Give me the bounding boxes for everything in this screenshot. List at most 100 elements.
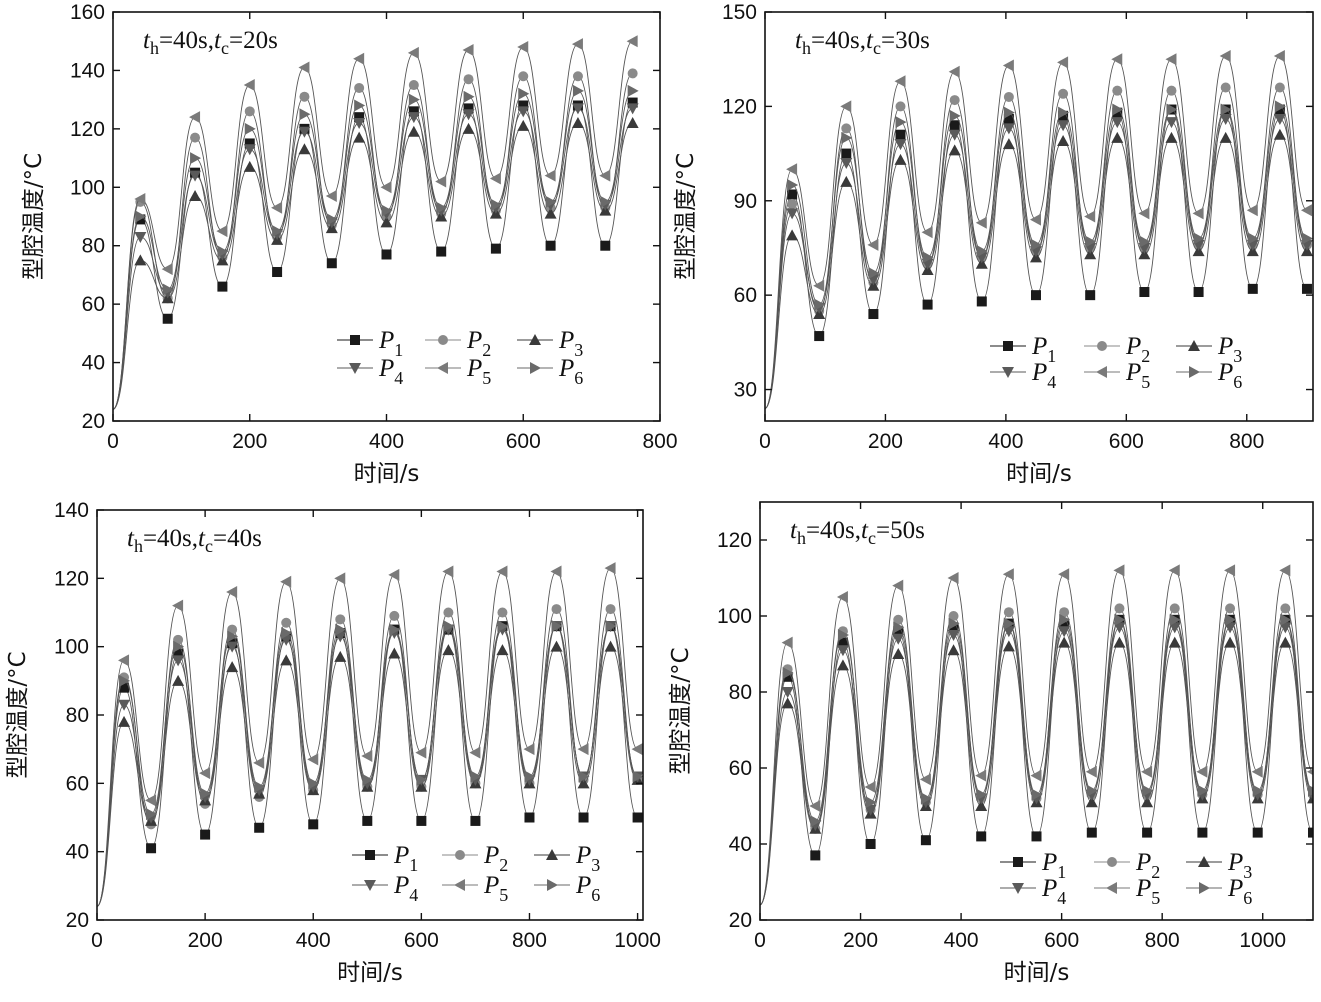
data-point-P1 bbox=[200, 829, 211, 840]
data-point-P2 bbox=[1169, 603, 1180, 614]
y-tick-label: 90 bbox=[734, 190, 757, 213]
data-point-P4 bbox=[1057, 120, 1070, 132]
data-point-P5 bbox=[1300, 204, 1312, 217]
data-point-P5 bbox=[517, 41, 529, 54]
data-point-P6 bbox=[1169, 613, 1181, 626]
series-line-P5 bbox=[113, 40, 634, 410]
data-point-P2 bbox=[244, 106, 255, 117]
data-point-P1 bbox=[545, 240, 556, 251]
y-tick-label: 20 bbox=[82, 410, 105, 433]
y-tick-label: 60 bbox=[82, 293, 105, 316]
data-point-P5 bbox=[216, 225, 228, 238]
data-point-P4 bbox=[134, 231, 147, 243]
data-point-P5 bbox=[469, 746, 481, 759]
x-tick-label: 800 bbox=[642, 430, 677, 453]
data-point-P6 bbox=[518, 87, 530, 100]
data-point-P4 bbox=[243, 144, 256, 156]
data-point-P6 bbox=[1193, 232, 1205, 245]
data-point-P1 bbox=[272, 267, 283, 278]
data-point-P6 bbox=[254, 780, 266, 793]
legend-label-P4: P4 bbox=[393, 872, 418, 905]
y-axis-label: 型腔温度/°C bbox=[673, 153, 699, 280]
data-point-P4 bbox=[1111, 117, 1124, 129]
legend: P1 P2 P3 P4 P5 P6 bbox=[990, 333, 1242, 392]
data-point-P5 bbox=[809, 800, 821, 812]
data-point-P1 bbox=[895, 129, 906, 140]
data-point-P4 bbox=[298, 126, 311, 138]
data-point-P2 bbox=[893, 614, 904, 625]
data-point-P2 bbox=[1003, 607, 1014, 618]
data-point-P1 bbox=[627, 97, 638, 108]
data-point-P1 bbox=[173, 648, 184, 659]
y-tick-label: 80 bbox=[66, 704, 89, 727]
data-point-P5 bbox=[145, 794, 157, 807]
data-point-P1 bbox=[922, 299, 933, 310]
data-point-P5 bbox=[118, 654, 130, 667]
data-point-P2 bbox=[335, 614, 346, 625]
data-point-P2 bbox=[1220, 82, 1231, 93]
data-point-P6 bbox=[841, 131, 853, 144]
data-point-P6 bbox=[308, 777, 320, 790]
data-point-P5 bbox=[1246, 204, 1258, 217]
data-point-P1 bbox=[782, 671, 793, 682]
data-point-P1 bbox=[254, 822, 265, 833]
data-point-P3 bbox=[550, 640, 563, 652]
x-tick-label: 600 bbox=[1109, 430, 1144, 453]
data-point-P1 bbox=[1193, 287, 1204, 298]
data-point-P3 bbox=[517, 119, 530, 131]
legend-marker-P6 bbox=[1199, 882, 1210, 894]
legend-label-P1: P1 bbox=[378, 327, 403, 360]
data-point-P1 bbox=[1142, 827, 1153, 838]
data-point-P5 bbox=[189, 111, 201, 124]
data-point-P3 bbox=[1058, 636, 1071, 648]
data-point-P6 bbox=[632, 770, 643, 783]
data-point-P1 bbox=[217, 281, 228, 292]
data-point-P6 bbox=[227, 630, 239, 643]
data-point-P2 bbox=[1166, 85, 1177, 96]
data-point-P1 bbox=[976, 296, 987, 307]
data-point-P3 bbox=[544, 207, 557, 219]
data-point-P1 bbox=[308, 819, 319, 830]
legend-label-P2: P2 bbox=[1125, 333, 1150, 366]
data-point-P5 bbox=[462, 43, 474, 56]
data-point-P5 bbox=[781, 636, 793, 649]
data-point-P3 bbox=[298, 143, 311, 155]
data-point-P3 bbox=[388, 647, 401, 659]
data-point-P2 bbox=[1058, 88, 1069, 99]
data-point-P1 bbox=[1247, 283, 1258, 294]
plot-area bbox=[113, 35, 639, 410]
data-point-P5 bbox=[921, 226, 933, 239]
data-point-P3 bbox=[1111, 131, 1124, 143]
y-tick-label: 100 bbox=[54, 636, 89, 659]
data-point-P3 bbox=[442, 644, 455, 656]
data-point-P6 bbox=[217, 245, 229, 258]
y-tick-label: 120 bbox=[70, 118, 105, 141]
y-tick-label: 60 bbox=[734, 284, 757, 307]
data-point-P1 bbox=[1003, 113, 1014, 124]
data-point-P5 bbox=[1307, 768, 1313, 776]
data-point-P6 bbox=[895, 116, 907, 129]
data-point-P6 bbox=[1059, 613, 1071, 626]
data-point-P6 bbox=[1280, 613, 1292, 626]
data-point-P2 bbox=[949, 95, 960, 106]
data-point-P5 bbox=[864, 781, 876, 793]
data-point-P5 bbox=[550, 565, 562, 578]
y-tick-label: 40 bbox=[82, 352, 105, 375]
data-point-P2 bbox=[1225, 603, 1236, 614]
data-point-P5 bbox=[1029, 213, 1041, 226]
legend-marker-P1 bbox=[350, 335, 360, 345]
data-point-P2 bbox=[841, 123, 852, 134]
legend-label-P2: P2 bbox=[1135, 849, 1160, 882]
x-tick-label: 600 bbox=[506, 430, 541, 453]
data-point-P2 bbox=[1114, 603, 1125, 614]
data-point-P1 bbox=[408, 106, 419, 117]
data-point-P5 bbox=[280, 575, 292, 588]
data-point-P5 bbox=[1058, 568, 1070, 581]
data-point-P1 bbox=[632, 812, 643, 823]
x-axis-label: 时间/s bbox=[1006, 461, 1072, 487]
legend-marker-P5 bbox=[437, 362, 448, 374]
data-point-P2 bbox=[1112, 85, 1123, 96]
data-point-P6 bbox=[865, 796, 877, 809]
data-point-P6 bbox=[814, 298, 826, 311]
